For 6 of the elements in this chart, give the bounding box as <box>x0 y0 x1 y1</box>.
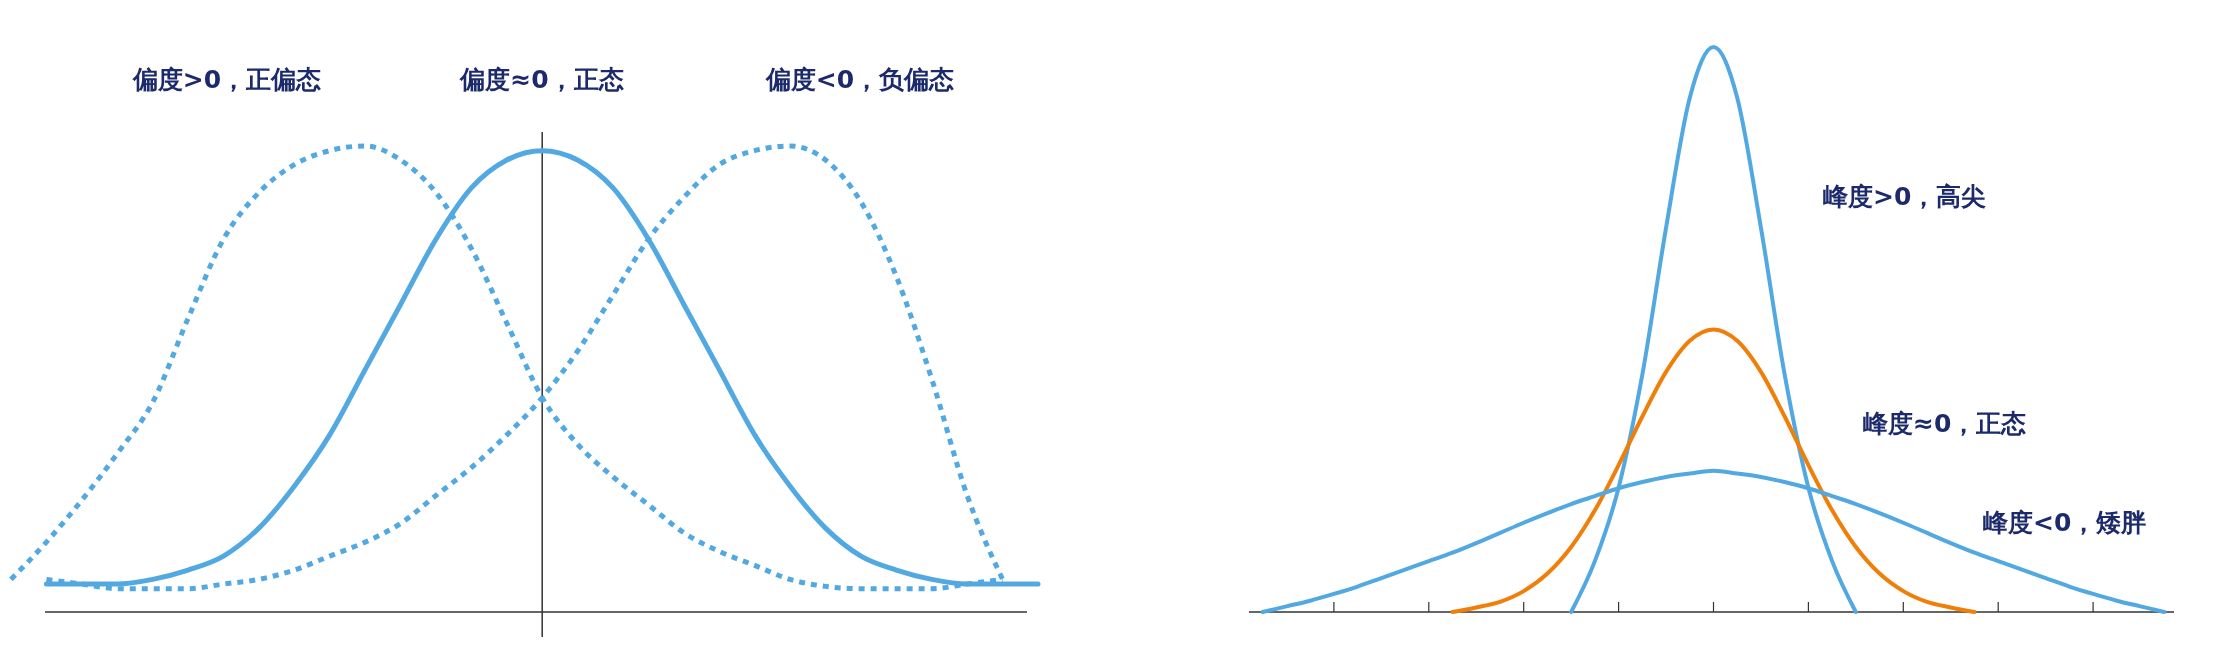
annotation: 峰度<0，矮胖 <box>1983 508 2147 537</box>
annotation: 峰度>0，高尖 <box>1823 182 1987 211</box>
annotation: 峰度≈0，正态 <box>1863 409 2027 438</box>
text: 偏度<0，负偏态 <box>764 65 955 94</box>
text: 偏度>0，正偏态 <box>131 65 322 94</box>
text: 偏度≈0，正态 <box>459 65 624 94</box>
